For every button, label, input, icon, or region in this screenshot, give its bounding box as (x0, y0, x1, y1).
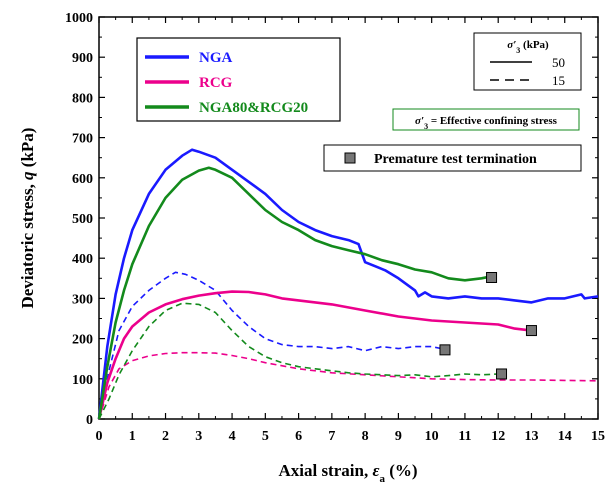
series-line-rcg-15kpa (98, 351, 599, 420)
series-lines (97, 148, 599, 420)
termination-legend-label: Premature test termination (374, 152, 537, 167)
y-tick-label: 800 (72, 91, 93, 106)
x-tick-label: 0 (96, 429, 103, 444)
series-line-nga80-rcg20-50kpa (97, 166, 492, 420)
y-tick-label: 0 (86, 413, 93, 428)
x-tick-label: 11 (458, 429, 471, 444)
confining-stress-note: σ′3 = Effective confining stress (392, 108, 580, 131)
legend-label-rcg: RCG (199, 75, 233, 91)
confining-legend-title: σ′3 (kPa) (507, 39, 549, 55)
y-tick-label: 100 (72, 373, 93, 388)
y-tick-label: 900 (72, 51, 93, 66)
legend-label-nga: NGA (199, 50, 233, 66)
y-tick-label: 600 (72, 172, 93, 187)
y-tick-label: 500 (72, 212, 93, 227)
termination-marker (525, 325, 537, 337)
termination-legend-marker (344, 152, 356, 164)
x-tick-label: 10 (425, 429, 439, 444)
y-tick-label: 200 (72, 333, 93, 348)
y-tick-label: 700 (72, 132, 93, 147)
series-line-nga-50kpa (97, 148, 599, 420)
x-tick-label: 7 (328, 429, 335, 444)
x-tick-label: 5 (262, 429, 269, 444)
x-tick-label: 12 (491, 429, 505, 444)
termination-marker (439, 344, 451, 356)
x-tick-label: 6 (295, 429, 302, 444)
x-tick-label: 14 (558, 429, 572, 444)
termination-markers (439, 271, 537, 380)
series-legend: NGA RCG NGA80&RCG20 (136, 37, 341, 122)
series-line-rcg-50kpa (97, 290, 532, 420)
series-legend-frame (136, 37, 341, 122)
axis-tick-labels: 0 1 2 3 4 5 6 7 8 9 10 11 12 13 14 15010020030040050060… (65, 11, 605, 444)
legend-label-nga80-rcg20: NGA80&RCG20 (199, 100, 308, 116)
y-axis-title: Deviatoric stress, q (kPa) (18, 128, 37, 309)
termination-legend-frame (323, 144, 582, 172)
termination-legend: Premature test termination (323, 144, 582, 172)
y-tick-label: 400 (72, 252, 93, 267)
solid-line-label: 50 (552, 55, 565, 70)
x-tick-label: 1 (129, 429, 136, 444)
x-tick-label: 2 (162, 429, 169, 444)
axis-ticks (98, 16, 599, 420)
x-tick-label: 4 (229, 429, 236, 444)
x-tick-label: 8 (362, 429, 369, 444)
y-tick-label: 1000 (65, 11, 93, 26)
termination-marker (496, 368, 508, 380)
x-tick-label: 13 (524, 429, 538, 444)
x-tick-label: 3 (195, 429, 202, 444)
x-tick-label: 15 (591, 429, 605, 444)
y-tick-label: 300 (72, 292, 93, 307)
series-line-nga80-rcg20-15kpa (98, 302, 499, 420)
x-tick-label: 9 (395, 429, 402, 444)
confining-note-text: σ′3 = Effective confining stress (415, 115, 558, 131)
termination-marker (486, 271, 498, 283)
x-axis-title: Axial strain, εa (%) (278, 461, 417, 485)
confining-note-frame (392, 108, 580, 131)
dashed-line-label: 15 (552, 73, 565, 88)
confining-stress-legend: σ′3 (kPa) 50 15 (473, 32, 582, 91)
